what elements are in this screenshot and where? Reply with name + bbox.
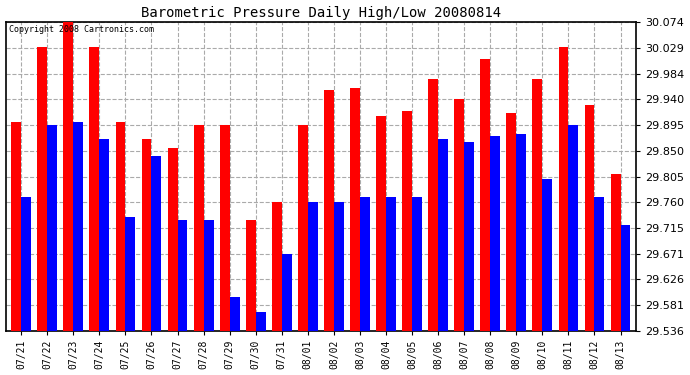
- Bar: [533, 79, 542, 331]
- Bar: [464, 142, 474, 331]
- Bar: [350, 88, 360, 331]
- Bar: [438, 139, 448, 331]
- Bar: [230, 297, 239, 331]
- Bar: [126, 217, 135, 331]
- Title: Barometric Pressure Daily High/Low 20080814: Barometric Pressure Daily High/Low 20080…: [141, 6, 501, 20]
- Bar: [204, 220, 213, 331]
- Bar: [558, 47, 569, 331]
- Bar: [141, 139, 152, 331]
- Bar: [168, 148, 177, 331]
- Bar: [256, 312, 266, 331]
- Bar: [99, 139, 109, 331]
- Bar: [272, 202, 282, 331]
- Bar: [412, 196, 422, 331]
- Bar: [90, 47, 99, 331]
- Bar: [490, 136, 500, 331]
- Bar: [428, 79, 438, 331]
- Bar: [542, 180, 552, 331]
- Bar: [37, 47, 47, 331]
- Bar: [47, 125, 57, 331]
- Bar: [611, 174, 620, 331]
- Bar: [324, 90, 334, 331]
- Bar: [152, 156, 161, 331]
- Bar: [308, 202, 317, 331]
- Bar: [386, 196, 396, 331]
- Bar: [194, 125, 204, 331]
- Bar: [63, 22, 73, 331]
- Bar: [595, 196, 604, 331]
- Bar: [115, 122, 126, 331]
- Bar: [376, 116, 386, 331]
- Bar: [282, 254, 292, 331]
- Bar: [334, 202, 344, 331]
- Bar: [569, 125, 578, 331]
- Bar: [177, 220, 188, 331]
- Bar: [219, 125, 230, 331]
- Bar: [360, 196, 370, 331]
- Bar: [454, 99, 464, 331]
- Bar: [516, 134, 526, 331]
- Bar: [506, 113, 516, 331]
- Bar: [402, 111, 412, 331]
- Bar: [11, 122, 21, 331]
- Bar: [298, 125, 308, 331]
- Bar: [584, 105, 595, 331]
- Bar: [620, 225, 631, 331]
- Bar: [73, 122, 83, 331]
- Bar: [21, 196, 31, 331]
- Bar: [246, 220, 256, 331]
- Text: Copyright 2008 Cartronics.com: Copyright 2008 Cartronics.com: [9, 25, 154, 34]
- Bar: [480, 59, 490, 331]
